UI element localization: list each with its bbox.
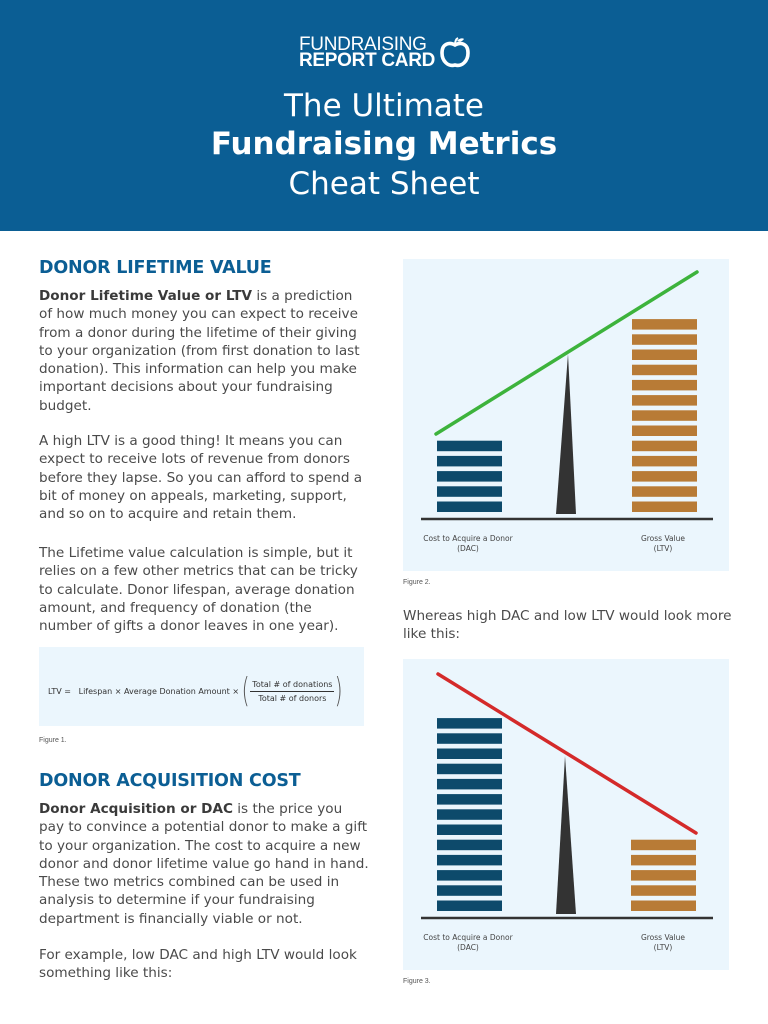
dac-label-line-2: (DAC)	[457, 544, 479, 553]
bar-segment	[437, 809, 502, 820]
bar-segment	[631, 900, 696, 911]
ltv-definition: is a prediction of how much money you ca…	[39, 288, 360, 414]
bar-segment	[437, 471, 502, 482]
dac-definition: is the price you pay to convince a poten…	[39, 801, 369, 927]
fulcrum	[556, 354, 576, 514]
trend-line	[434, 270, 699, 436]
formula-denominator: Total # of donors	[258, 693, 327, 703]
fulcrum	[556, 756, 576, 914]
formula-times-1: ×	[114, 686, 122, 696]
dac-label: Cost to Acquire a Donor (DAC)	[413, 534, 523, 554]
ltv-paragraph-1: Donor Lifetime Value or LTV is a predict…	[39, 287, 369, 415]
bar-segment	[437, 870, 502, 881]
logo: FUNDRAISING REPORT CARD	[299, 33, 473, 73]
bar-segment	[437, 778, 502, 790]
formula-avg-donation: Average Donation Amount	[124, 686, 230, 696]
page-header: FUNDRAISING REPORT CARD The Ultimate Fun…	[0, 0, 768, 231]
dac-paragraph-2: For example, low DAC and high LTV would …	[39, 947, 357, 982]
bar-segment	[437, 824, 502, 835]
bar-segment	[632, 486, 697, 497]
bar-segment	[631, 854, 696, 866]
whereas-paragraph: Whereas high DAC and low LTV would look …	[403, 608, 732, 643]
formula-lhs: LTV =	[48, 686, 71, 696]
figure-2-graphic	[421, 270, 713, 521]
bar-segment	[437, 718, 502, 729]
bar-segment	[631, 885, 696, 896]
bar-segment	[631, 839, 696, 851]
bar-segment	[437, 486, 502, 497]
bar-segment	[437, 440, 502, 452]
bar-segment	[437, 794, 502, 805]
ltv-label: Gross Value (LTV)	[628, 534, 698, 554]
dac-label: Cost to Acquire a Donor (DAC)	[413, 933, 523, 953]
bar-segment	[437, 900, 502, 911]
bar-segment	[437, 839, 502, 851]
logo-line-2: REPORT CARD	[299, 50, 436, 71]
ltv-formula: LTV = Lifespan × Average Donation Amount…	[48, 674, 346, 708]
ltv-label-line-2: (LTV)	[653, 544, 673, 553]
bar-segment	[632, 349, 697, 360]
figure-3-caption: Figure 3.	[403, 978, 431, 985]
formula-fraction: Total # of donations Total # of donors	[250, 680, 335, 703]
dac-term: Donor Acquisition or DAC	[39, 801, 233, 817]
title-line-2: Fundraising Metrics	[210, 126, 558, 162]
bar-segment	[632, 471, 697, 482]
bar-segment	[437, 501, 502, 512]
title-line-1: The Ultimate	[283, 88, 484, 124]
figure-2-caption: Figure 2.	[403, 579, 431, 586]
ltv-paragraph-3: The Lifetime value calculation is simple…	[39, 545, 358, 635]
ltv-bar-stack	[632, 319, 697, 512]
logo-line-1: FUNDRAISING	[299, 34, 427, 55]
dac-bar-stack	[437, 718, 502, 911]
dac-label-line-1: Cost to Acquire a Donor	[423, 933, 513, 942]
bar-segment	[632, 319, 697, 330]
bar-segment	[437, 763, 502, 775]
apple-icon	[440, 37, 470, 68]
right-paren: )	[335, 671, 344, 711]
dac-paragraph-1: Donor Acquisition or DAC is the price yo…	[39, 800, 369, 928]
dac-label-line-1: Cost to Acquire a Donor	[423, 534, 513, 543]
logo-text: FUNDRAISING REPORT CARD	[299, 34, 436, 71]
bar-segment	[632, 410, 697, 421]
bar-segment	[437, 733, 502, 744]
bar-segment	[632, 379, 697, 391]
bar-segment	[632, 425, 697, 436]
left-paren: (	[241, 671, 250, 711]
title-line-3: Cheat Sheet	[288, 166, 480, 202]
ltv-paragraph-2: A high LTV is a good thing! It means you…	[39, 433, 363, 523]
figure-3-chart: Cost to Acquire a Donor (DAC) Gross Valu…	[403, 659, 729, 970]
bar-segment	[437, 885, 502, 896]
bar-segment	[632, 440, 697, 452]
figure-1-caption: Figure 1.	[39, 737, 67, 744]
formula-lifespan: Lifespan	[78, 686, 113, 696]
bar-segment	[632, 334, 697, 345]
bar-segment	[437, 748, 502, 759]
ltv-bar-stack	[631, 839, 696, 911]
bar-segment	[632, 501, 697, 512]
bar-segment	[632, 364, 697, 376]
ltv-label: Gross Value (LTV)	[628, 933, 698, 953]
ltv-label-line-2: (LTV)	[653, 943, 673, 952]
ltv-term: Donor Lifetime Value or LTV	[39, 288, 253, 304]
bar-segment	[631, 870, 696, 881]
bar-segment	[437, 455, 502, 467]
bar-segment	[632, 455, 697, 467]
figure-1-formula: LTV = Lifespan × Average Donation Amount…	[39, 647, 364, 726]
ltv-label-line-1: Gross Value	[640, 933, 686, 942]
figure-3-graphic	[421, 672, 713, 920]
dac-bar-stack	[437, 440, 502, 512]
bar-segment	[437, 854, 502, 866]
ltv-label-line-1: Gross Value	[640, 534, 686, 543]
heading-donor-acquisition-cost: DONOR ACQUISITION COST	[39, 771, 301, 791]
formula-numerator: Total # of donations	[250, 680, 335, 692]
heading-donor-lifetime-value: DONOR LIFETIME VALUE	[39, 258, 272, 278]
bar-segment	[632, 395, 697, 406]
trend-line	[436, 672, 698, 835]
dac-label-line-2: (DAC)	[457, 943, 479, 952]
figure-2-chart: Cost to Acquire a Donor (DAC) Gross Valu…	[403, 259, 729, 571]
formula-times-2: ×	[232, 686, 240, 696]
